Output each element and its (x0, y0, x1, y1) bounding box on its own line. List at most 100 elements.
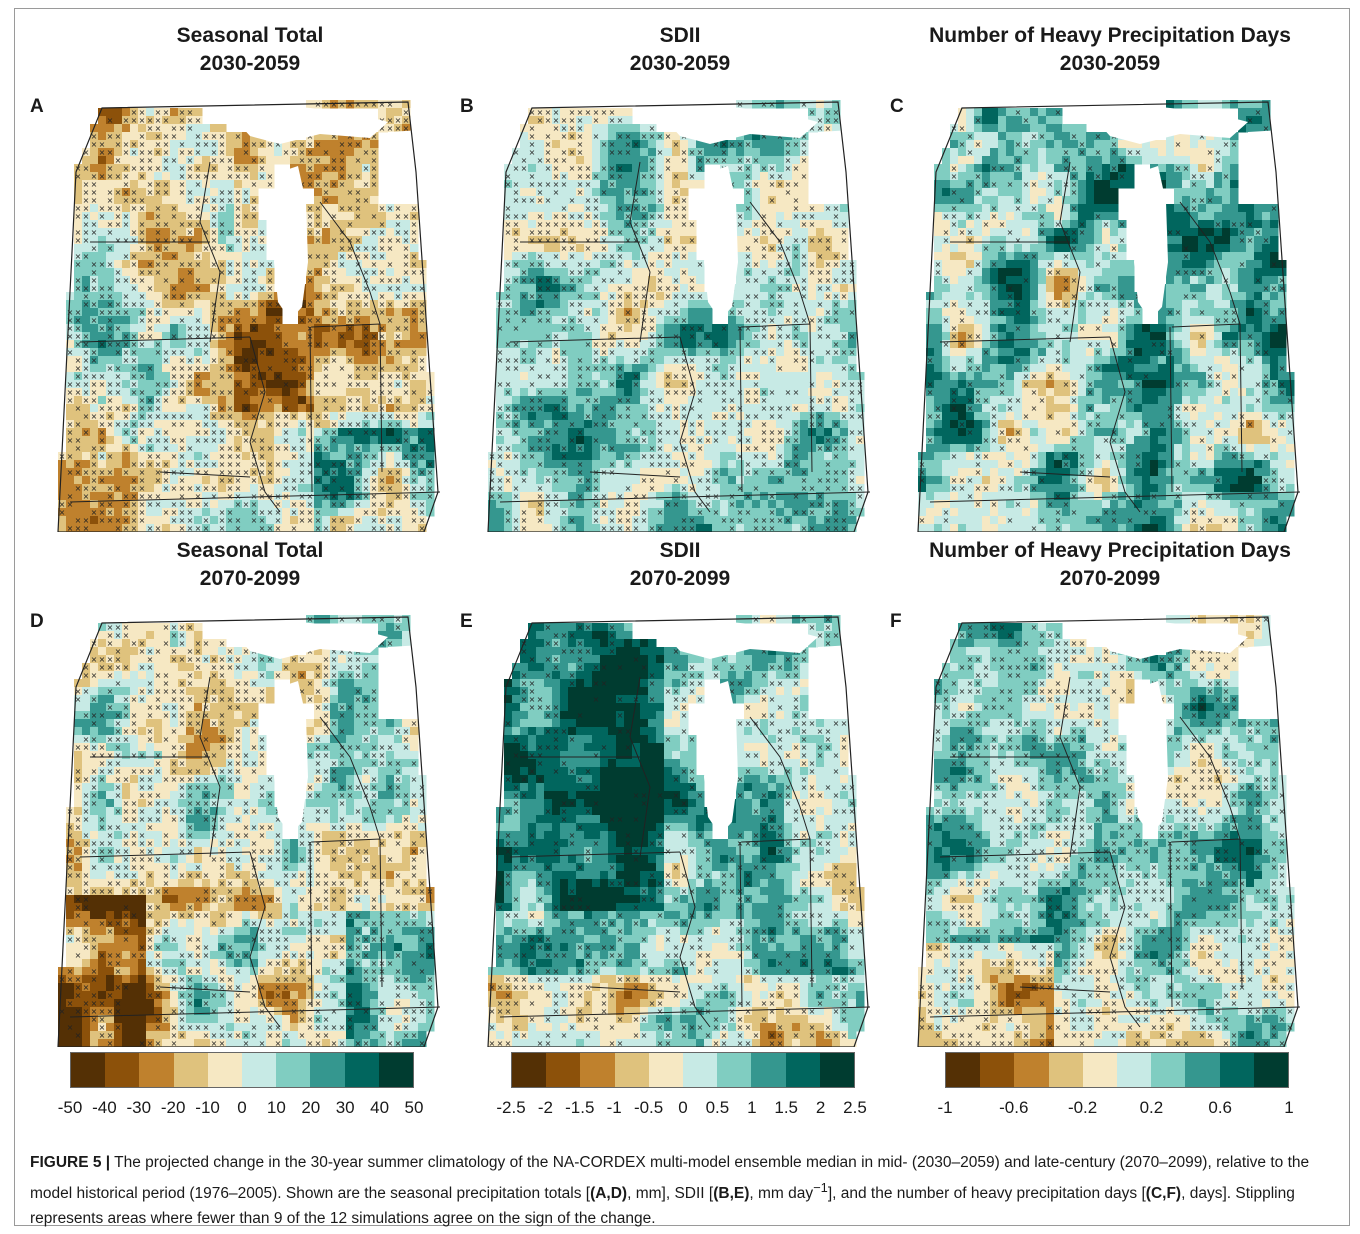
svg-text:×: × (745, 172, 752, 181)
svg-text:×: × (593, 316, 600, 325)
svg-text:×: × (403, 276, 410, 285)
svg-text:×: × (745, 188, 752, 197)
svg-text:×: × (251, 412, 258, 421)
svg-text:×: × (569, 148, 576, 157)
panel-title: Seasonal Total 2030-2059 (176, 24, 324, 75)
svg-text:×: × (673, 196, 680, 205)
svg-text:×: × (593, 212, 600, 221)
svg-text:×: × (577, 292, 584, 301)
svg-text:×: × (641, 220, 648, 229)
svg-text:×: × (155, 308, 162, 317)
svg-text:×: × (371, 412, 378, 421)
svg-text:×: × (179, 172, 186, 181)
svg-text:×: × (251, 196, 258, 205)
svg-text:×: × (641, 204, 648, 213)
svg-text:×: × (91, 132, 98, 141)
svg-text:×: × (761, 244, 768, 253)
svg-text:×: × (131, 260, 138, 269)
svg-text:×: × (123, 164, 130, 173)
svg-text:×: × (163, 140, 170, 149)
svg-text:×: × (761, 268, 768, 277)
svg-text:×: × (833, 252, 840, 261)
svg-text:×: × (307, 204, 314, 213)
svg-text:×: × (761, 308, 768, 317)
svg-text:×: × (187, 500, 194, 509)
svg-text:×: × (339, 308, 346, 317)
svg-text:×: × (235, 476, 242, 485)
svg-text:×: × (339, 404, 346, 413)
svg-text:×: × (609, 308, 616, 317)
svg-text:×: × (107, 500, 114, 509)
svg-text:×: × (315, 292, 322, 301)
svg-text:×: × (625, 236, 632, 245)
svg-text:×: × (355, 492, 362, 501)
svg-text:×: × (403, 380, 410, 389)
svg-text:×: × (307, 364, 314, 373)
svg-text:×: × (171, 420, 178, 429)
svg-text:×: × (131, 276, 138, 285)
svg-text:×: × (355, 292, 362, 301)
svg-text:×: × (505, 204, 512, 213)
svg-text:×: × (155, 228, 162, 237)
svg-text:×: × (155, 348, 162, 357)
svg-text:×: × (657, 308, 664, 317)
svg-text:×: × (163, 428, 170, 437)
svg-text:×: × (259, 228, 266, 237)
svg-text:×: × (553, 156, 560, 165)
svg-text:×: × (107, 508, 114, 517)
svg-text:×: × (131, 476, 138, 485)
svg-text:×: × (355, 260, 362, 269)
svg-text:×: × (179, 412, 186, 421)
svg-text:×: × (219, 516, 226, 525)
svg-text:×: × (331, 324, 338, 333)
svg-text:×: × (411, 204, 418, 213)
svg-text:×: × (395, 220, 402, 229)
svg-text:×: × (339, 364, 346, 373)
svg-text:×: × (211, 460, 218, 469)
svg-text:×: × (67, 524, 74, 532)
svg-text:×: × (347, 404, 354, 413)
colorbar-swatch (1117, 1053, 1152, 1087)
svg-text:×: × (777, 180, 784, 189)
svg-text:×: × (513, 196, 520, 205)
domain-outline (57, 616, 439, 1047)
svg-text:×: × (411, 516, 418, 525)
svg-text:×: × (561, 148, 568, 157)
svg-text:×: × (601, 220, 608, 229)
svg-text:×: × (107, 316, 114, 325)
svg-text:×: × (403, 212, 410, 221)
svg-text:×: × (211, 196, 218, 205)
svg-text:×: × (545, 180, 552, 189)
svg-text:×: × (617, 244, 624, 253)
svg-text:×: × (195, 340, 202, 349)
svg-text:×: × (139, 228, 146, 237)
svg-text:×: × (203, 428, 210, 437)
svg-text:×: × (371, 428, 378, 437)
svg-text:×: × (171, 372, 178, 381)
svg-text:×: × (689, 292, 696, 301)
svg-text:×: × (219, 260, 226, 269)
svg-text:×: × (419, 300, 426, 309)
colorbar-tick-label: -30 (126, 1098, 152, 1117)
svg-text:×: × (251, 508, 258, 517)
svg-text:×: × (419, 484, 426, 493)
svg-text:×: × (681, 204, 688, 213)
svg-text:×: × (849, 268, 856, 277)
svg-text:×: × (697, 292, 704, 301)
svg-text:×: × (411, 284, 418, 293)
svg-text:×: × (163, 396, 170, 405)
svg-text:×: × (553, 180, 560, 189)
svg-text:×: × (267, 364, 274, 373)
svg-text:×: × (729, 140, 736, 149)
svg-text:×: × (553, 164, 560, 173)
svg-text:×: × (315, 180, 322, 189)
svg-text:×: × (147, 492, 154, 501)
svg-text:×: × (123, 356, 130, 365)
svg-text:×: × (195, 172, 202, 181)
svg-text:×: × (155, 428, 162, 437)
svg-text:×: × (139, 156, 146, 165)
svg-text:×: × (315, 252, 322, 261)
svg-text:×: × (139, 116, 146, 125)
svg-text:×: × (139, 428, 146, 437)
svg-text:×: × (251, 500, 258, 509)
